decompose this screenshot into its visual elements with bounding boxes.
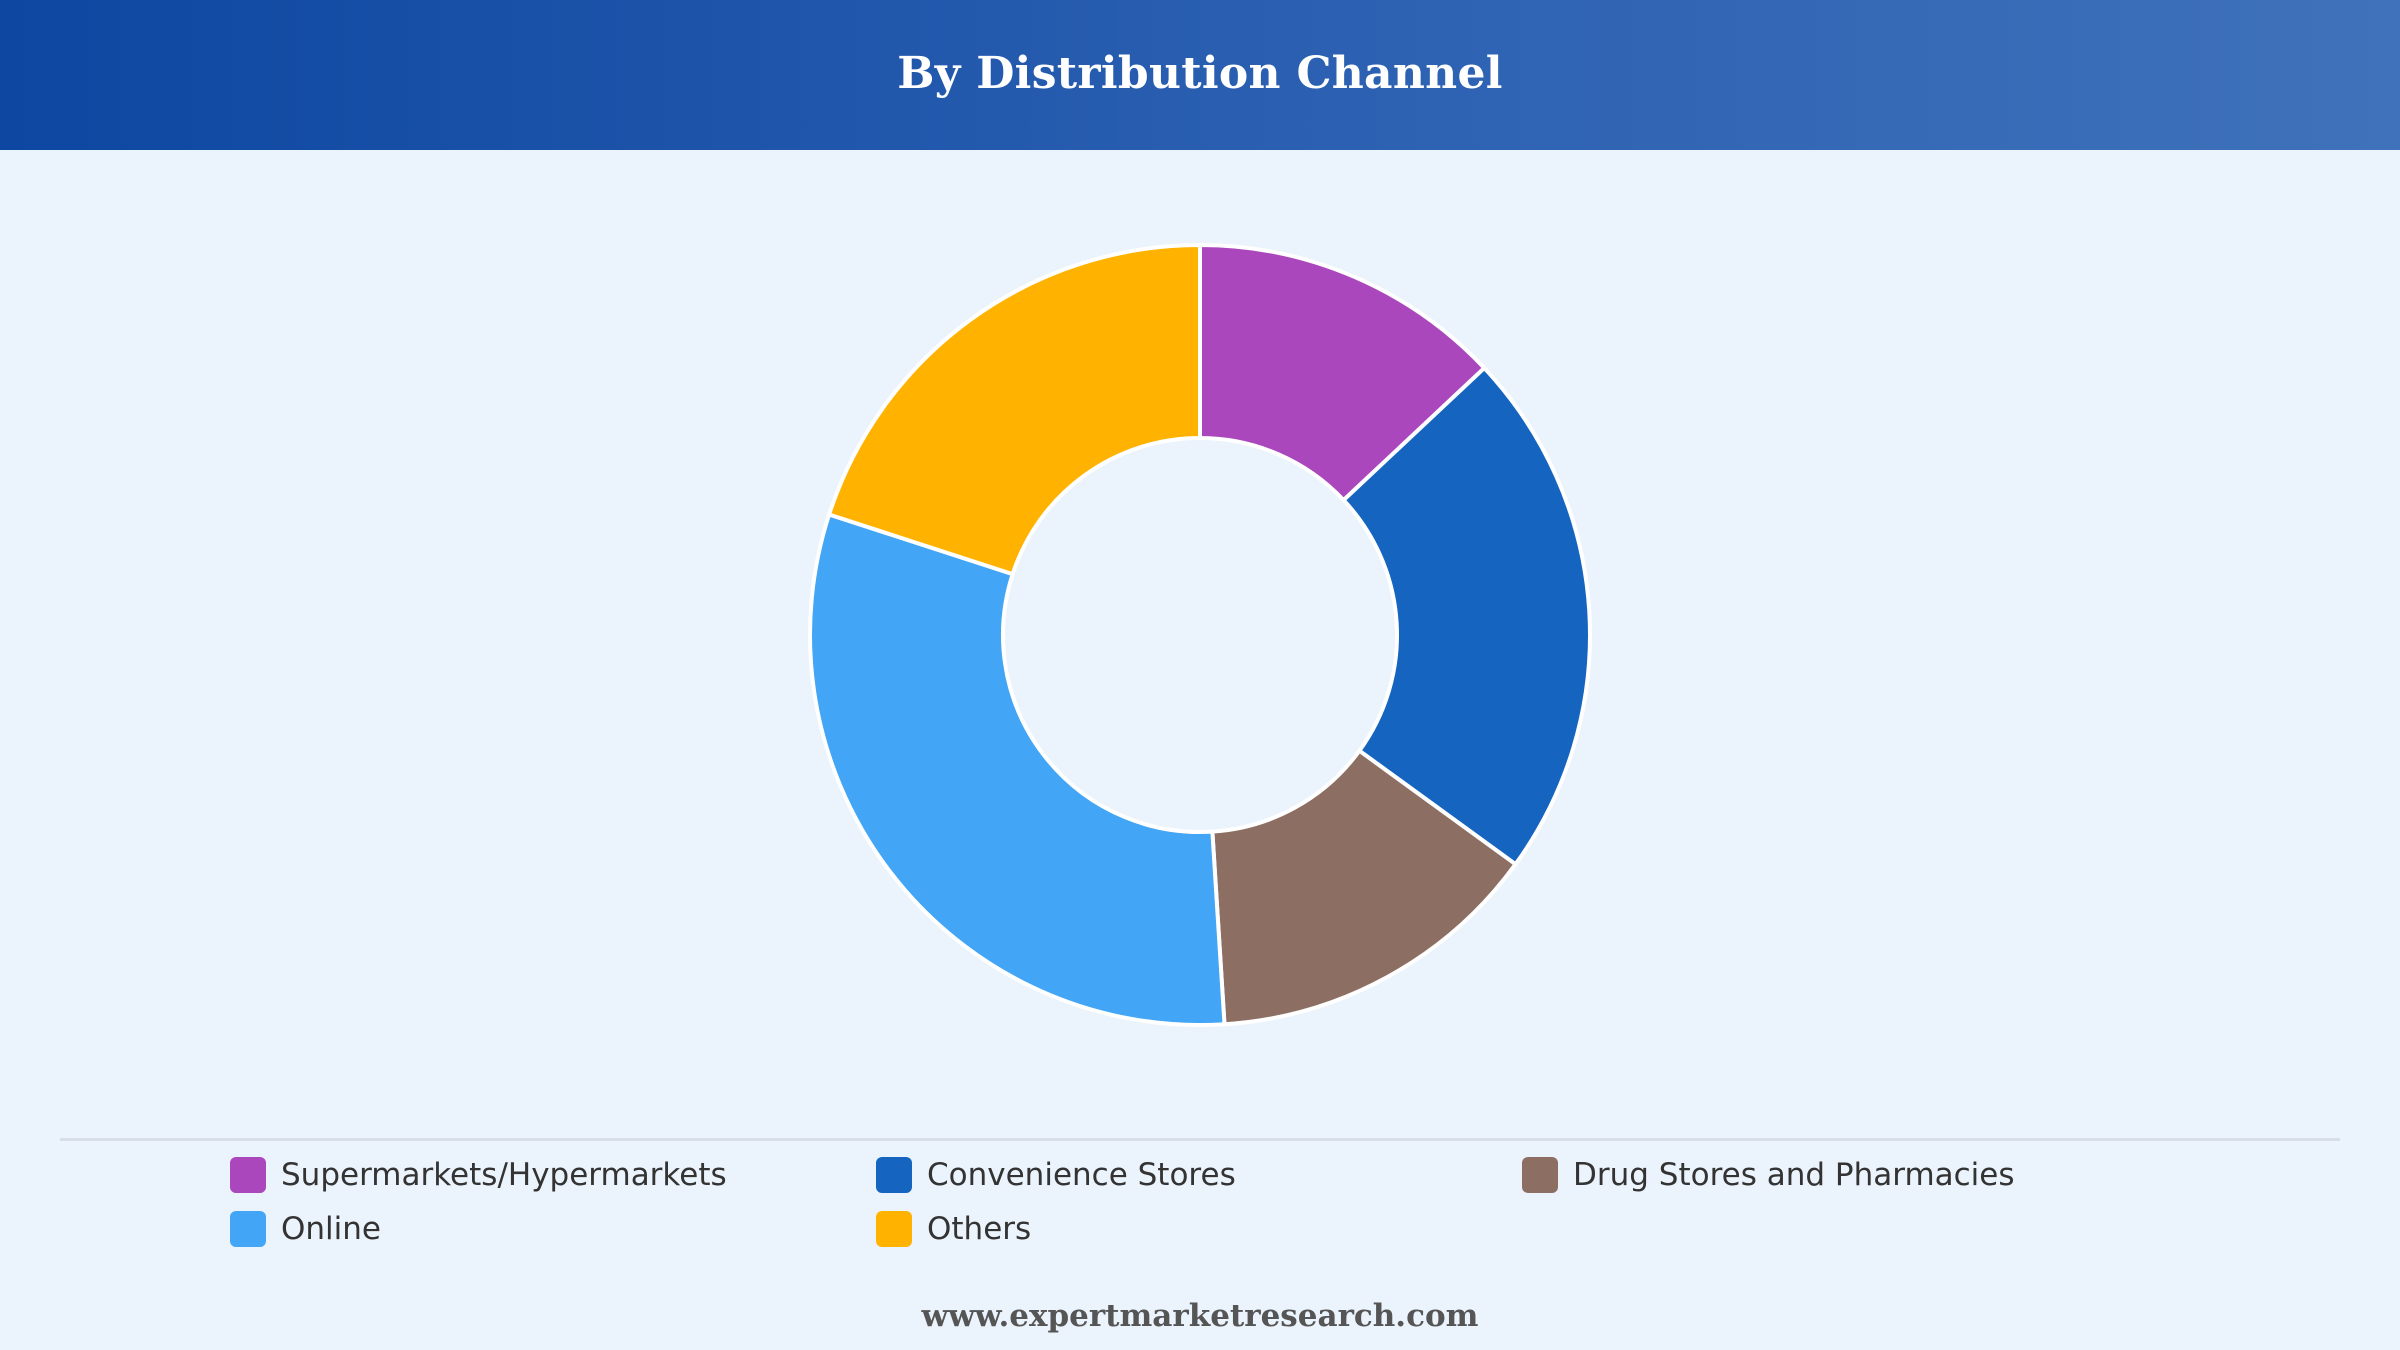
legend-item-drug-stores[interactable]: Drug Stores and Pharmacies bbox=[1522, 1155, 2015, 1195]
legend-swatch bbox=[876, 1157, 912, 1193]
source-footer: www.expertmarketresearch.com bbox=[921, 1298, 1479, 1334]
donut-chart bbox=[808, 243, 1593, 1027]
legend-swatch bbox=[230, 1211, 266, 1247]
legend-label: Supermarkets/Hypermarkets bbox=[281, 1157, 727, 1193]
chart-area bbox=[0, 150, 2400, 1110]
legend-item-others[interactable]: Others bbox=[876, 1209, 1031, 1249]
chart-title: By Distribution Channel bbox=[897, 47, 1503, 99]
legend-swatch bbox=[876, 1211, 912, 1247]
legend-label: Drug Stores and Pharmacies bbox=[1573, 1157, 2015, 1193]
slice-others[interactable] bbox=[827, 243, 1202, 577]
legend-label: Convenience Stores bbox=[927, 1157, 1236, 1193]
legend-item-convenience-stores[interactable]: Convenience Stores bbox=[876, 1155, 1236, 1195]
slice-convenience-stores[interactable] bbox=[1341, 366, 1593, 867]
legend-label: Others bbox=[927, 1211, 1032, 1247]
legend-swatch bbox=[1522, 1157, 1558, 1193]
legend-item-supermarkets[interactable]: Supermarkets/Hypermarkets bbox=[230, 1155, 727, 1195]
legend-swatch bbox=[230, 1157, 266, 1193]
slice-drug-stores-and-pharmacies[interactable] bbox=[1210, 748, 1518, 1027]
donut-slices bbox=[808, 243, 1593, 1027]
header-bar: By Distribution Channel bbox=[0, 0, 2400, 150]
slice-online[interactable] bbox=[808, 512, 1227, 1027]
slice-supermarkets-hypermarkets[interactable] bbox=[1198, 243, 1487, 503]
legend-label: Online bbox=[281, 1211, 381, 1247]
legend-item-online[interactable]: Online bbox=[230, 1209, 381, 1249]
legend-divider bbox=[60, 1138, 2340, 1141]
